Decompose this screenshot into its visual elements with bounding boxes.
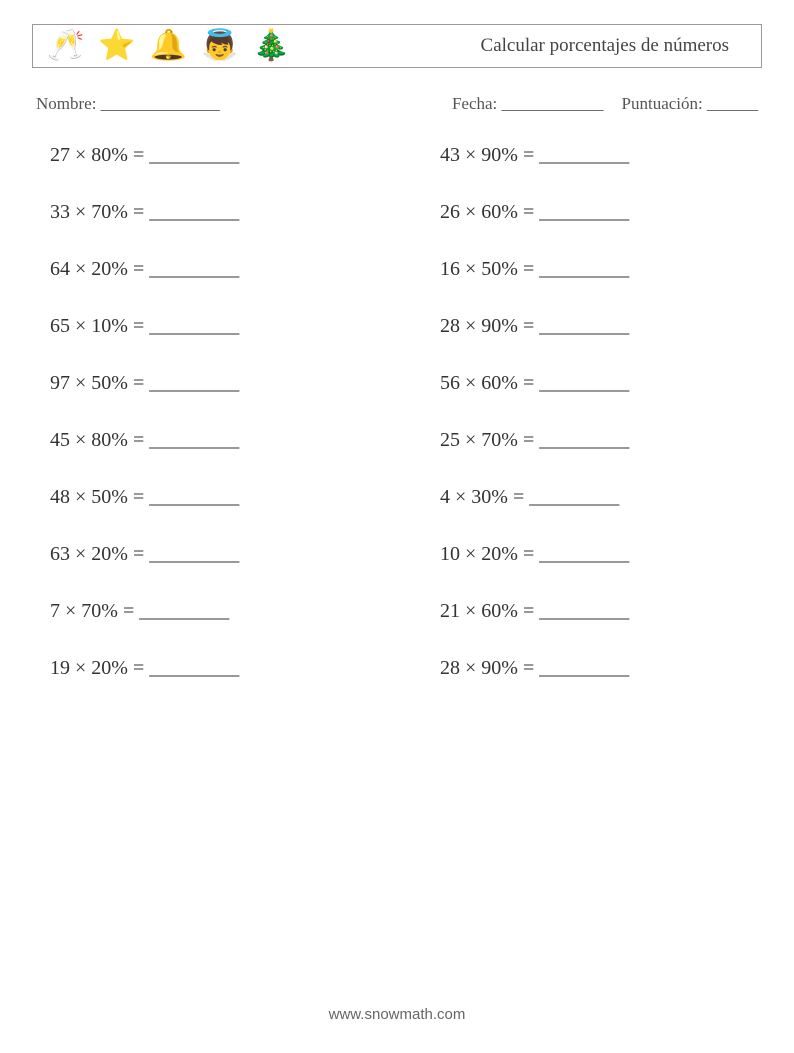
score-label: Puntuación:: [622, 94, 703, 113]
problem: 97 × 50% = _________: [50, 372, 360, 395]
problem: 45 × 80% = _________: [50, 429, 360, 452]
champagne-icon: 🥂: [47, 31, 84, 61]
score-field: Puntuación: ______: [622, 94, 758, 114]
tree-icon: 🎄: [252, 31, 289, 61]
problem: 19 × 20% = _________: [50, 657, 360, 680]
problems-grid: 27 × 80% = _________ 43 × 90% = _________…: [32, 144, 762, 680]
bells-icon: 🔔: [150, 31, 187, 61]
date-label: Fecha:: [452, 94, 497, 113]
problem: 56 × 60% = _________: [440, 372, 750, 395]
problem: 43 × 90% = _________: [440, 144, 750, 167]
header-icons: 🥂 ⭐ 🔔 👼 🎄: [47, 31, 290, 61]
problem: 21 × 60% = _________: [440, 600, 750, 623]
problem: 10 × 20% = _________: [440, 543, 750, 566]
problem: 7 × 70% = _________: [50, 600, 360, 623]
date-field: Fecha: ____________: [452, 94, 604, 114]
worksheet-header: 🥂 ⭐ 🔔 👼 🎄 Calcular porcentajes de número…: [32, 24, 762, 68]
footer-url: www.snowmath.com: [0, 1006, 794, 1023]
star-icon: ⭐: [98, 31, 135, 61]
date-blank: ____________: [502, 94, 604, 113]
problem: 28 × 90% = _________: [440, 657, 750, 680]
angel-icon: 👼: [201, 31, 238, 61]
name-blank: ______________: [101, 94, 220, 113]
problem: 28 × 90% = _________: [440, 315, 750, 338]
problem: 64 × 20% = _________: [50, 258, 360, 281]
worksheet-title: Calcular porcentajes de números: [481, 35, 747, 57]
problem: 16 × 50% = _________: [440, 258, 750, 281]
problem: 33 × 70% = _________: [50, 201, 360, 224]
problem: 27 × 80% = _________: [50, 144, 360, 167]
score-blank: ______: [707, 94, 758, 113]
problem: 4 × 30% = _________: [440, 486, 750, 509]
problem: 25 × 70% = _________: [440, 429, 750, 452]
name-field: Nombre: ______________: [36, 94, 220, 114]
problem: 63 × 20% = _________: [50, 543, 360, 566]
meta-row: Nombre: ______________ Fecha: __________…: [32, 94, 762, 114]
problem: 26 × 60% = _________: [440, 201, 750, 224]
name-label: Nombre:: [36, 94, 96, 113]
problem: 48 × 50% = _________: [50, 486, 360, 509]
problem: 65 × 10% = _________: [50, 315, 360, 338]
